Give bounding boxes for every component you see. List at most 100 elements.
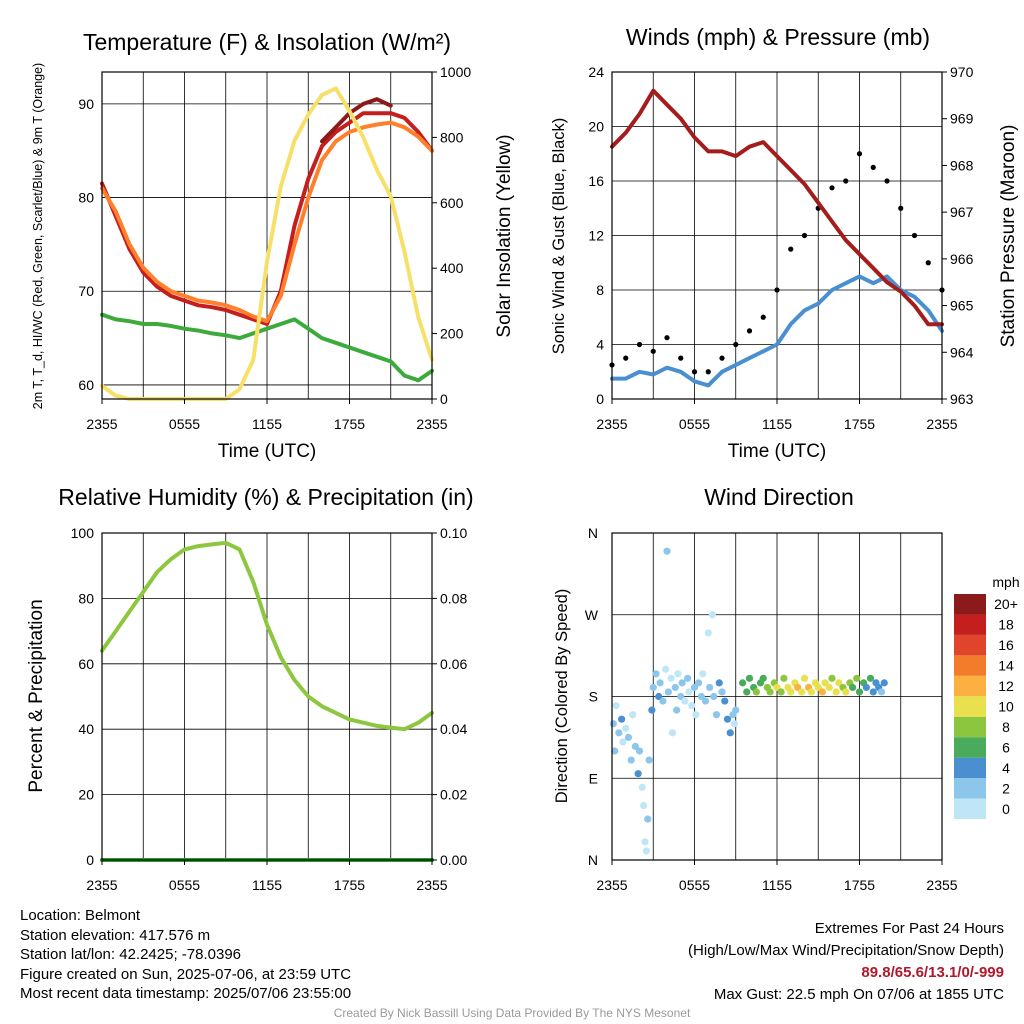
direction-point xyxy=(828,674,836,682)
direction-point xyxy=(645,756,653,764)
colorbar-title: mph xyxy=(992,574,1019,590)
y-tick-label-right: 0.02 xyxy=(440,787,467,803)
y-tick-label-right: 967 xyxy=(950,204,974,220)
y-tick-label: N xyxy=(588,852,598,868)
y-tick-label: 0 xyxy=(596,391,604,407)
gust-point xyxy=(788,246,794,252)
x-tick-label: 1155 xyxy=(252,877,282,893)
gust-point xyxy=(911,232,918,239)
temperature-grid xyxy=(102,72,432,399)
x-tick-label: 1155 xyxy=(762,877,792,893)
y-tick-label: E xyxy=(589,770,598,786)
direction-point xyxy=(663,547,671,555)
series-line-2 xyxy=(100,312,434,383)
y-tick-label-right: 968 xyxy=(950,157,974,173)
direction-point xyxy=(659,697,667,705)
y-tick-label-right: 1000 xyxy=(440,64,471,80)
direction-point xyxy=(618,715,626,723)
colorbar-label: 0 xyxy=(1002,801,1010,817)
direction-point xyxy=(641,838,649,846)
colorbar-label: 6 xyxy=(1002,739,1010,755)
gust-point xyxy=(678,355,684,361)
direction-point xyxy=(668,729,677,737)
direction-point xyxy=(743,688,751,696)
y-tick-label: 90 xyxy=(78,96,94,112)
y-tick-label-right: 0 xyxy=(440,391,448,407)
direction-point xyxy=(849,683,857,692)
direction-point xyxy=(718,688,726,696)
y-tick-label-right: 963 xyxy=(950,391,974,407)
credit-line: Created By Nick Bassill Using Data Provi… xyxy=(333,1006,691,1020)
direction-point xyxy=(752,688,760,696)
direction-point xyxy=(766,688,774,696)
x-tick-label: 2355 xyxy=(926,877,957,893)
direction-point xyxy=(671,683,679,692)
colorbar-swatch xyxy=(954,614,986,635)
y-tick-label-right: 400 xyxy=(440,260,464,276)
direction-point xyxy=(629,711,637,719)
direction-point xyxy=(800,674,809,682)
x-tick-label: 0555 xyxy=(679,877,710,893)
y-tick-label: 60 xyxy=(78,656,94,672)
colorbar-swatch xyxy=(954,798,986,819)
wind-direction-ticks: 2355 0555 1155 1755 2355 N E S W N xyxy=(585,525,958,893)
direction-point xyxy=(638,783,646,791)
gust-point xyxy=(870,164,876,170)
direction-point xyxy=(684,674,692,682)
direction-point xyxy=(609,720,617,728)
x-tick-label: 0555 xyxy=(169,416,200,432)
y-tick-label: N xyxy=(588,525,598,541)
winds-ylabel-right: Station Pressure (Maroon) xyxy=(998,125,1019,348)
y-tick-label: 70 xyxy=(78,283,94,299)
direction-point xyxy=(855,688,864,696)
direction-point xyxy=(699,670,707,678)
direction-point xyxy=(832,688,840,696)
gust-point xyxy=(856,151,863,157)
y-tick-label-right: 200 xyxy=(440,326,464,342)
x-tick-label: 0555 xyxy=(679,416,710,432)
direction-point xyxy=(648,706,656,714)
y-tick-label-right: 0.06 xyxy=(440,656,467,672)
y-tick-label-right: 0.08 xyxy=(440,590,467,606)
direction-point xyxy=(681,697,689,705)
gust-point xyxy=(705,369,711,375)
direction-point xyxy=(862,683,870,692)
y-tick-label-right: 965 xyxy=(950,298,974,314)
winds-panel: Winds (mph) & Pressure (mb) 2355 0555 1155… xyxy=(550,24,1019,462)
colorbar-label: 8 xyxy=(1002,719,1010,735)
gust-point xyxy=(829,185,835,191)
recent-timestamp: Most recent data timestamp: 2025/07/06 2… xyxy=(20,985,352,1002)
gust-point xyxy=(623,355,629,361)
direction-point xyxy=(715,679,723,687)
direction-point xyxy=(787,688,795,696)
direction-point xyxy=(662,665,670,673)
direction-point xyxy=(701,697,710,705)
colorbar-swatch xyxy=(954,634,986,656)
y-tick-label: S xyxy=(589,689,598,705)
y-tick-label-right: 0.10 xyxy=(440,525,467,541)
temperature-panel: Temperature (F) & Insolation (W/m²) 2355… xyxy=(31,29,515,462)
figure-created: Figure created on Sun, 2025-07-06, at 23… xyxy=(20,965,352,983)
series-line-1 xyxy=(100,120,434,324)
x-tick-label: 1155 xyxy=(252,416,282,432)
colorbar-swatch xyxy=(954,737,986,758)
gust-point xyxy=(898,205,904,211)
winds-grid xyxy=(612,71,942,400)
y-tick-label: 80 xyxy=(78,590,94,606)
gust-point xyxy=(719,355,725,361)
extremes-values: 89.8/65.6/13.1/0/-999 xyxy=(861,964,1004,981)
direction-point xyxy=(818,688,826,696)
colorbar-swatch xyxy=(954,675,986,697)
y-tick-label: 8 xyxy=(596,282,604,298)
gust-point xyxy=(774,287,780,293)
direction-point xyxy=(739,679,747,687)
winds-series xyxy=(609,88,945,388)
colorbar-swatch xyxy=(954,655,986,676)
direction-point xyxy=(866,674,875,682)
temperature-ylabel-right: Solar Insolation (Yellow) xyxy=(494,134,515,337)
series-line-0 xyxy=(100,540,434,732)
colorbar-label: 2 xyxy=(1002,780,1010,796)
x-tick-label: 1755 xyxy=(844,877,875,893)
x-tick-label: 2355 xyxy=(926,416,957,432)
direction-point xyxy=(825,683,833,692)
